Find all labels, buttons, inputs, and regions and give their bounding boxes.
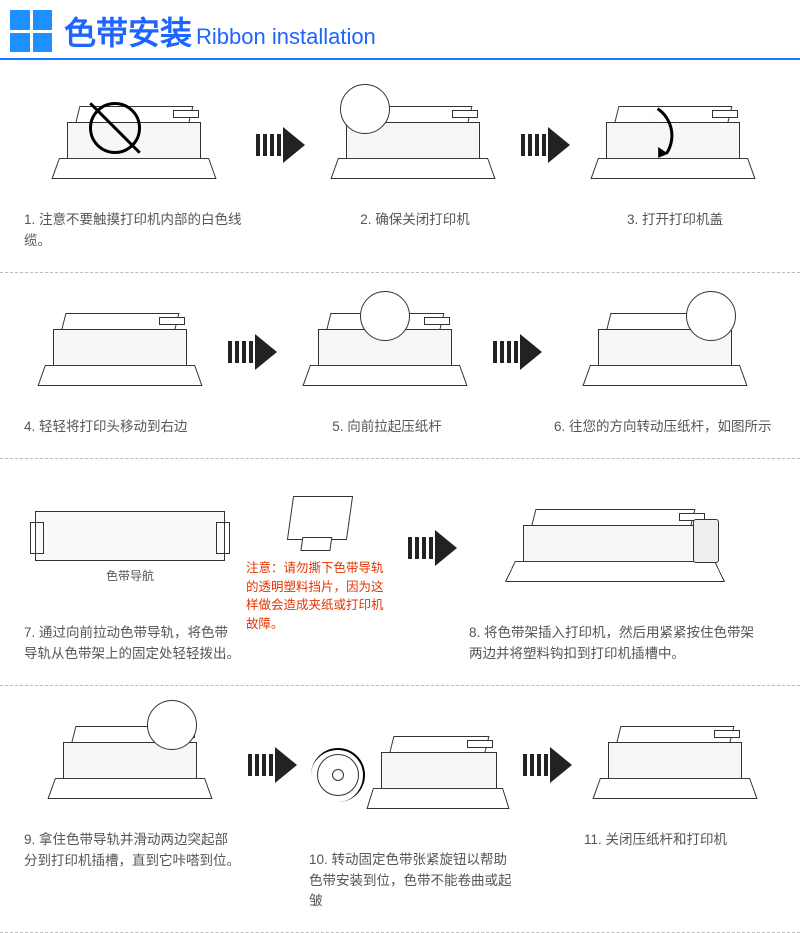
row-4: 9. 拿住色带导轨并滑动两边突起部分到打印机插槽，直到它咔嗒到位。 10. 转动… [0,710,800,933]
step-3-illustration [598,90,748,200]
step-11-caption: 11. 关闭压纸杆和打印机 [580,830,770,851]
step-8-illustration [515,483,715,613]
step-2-caption: 2. 确保关闭打印机 [313,210,513,231]
row-1: 1. 注意不要触摸打印机内部的白色线缆。 2. 确保关闭打印机 3. 打开打印机… [0,90,800,273]
step-4-illustration [45,297,195,407]
step-11-illustration [600,710,750,820]
step-4-caption: 4. 轻轻将打印头移动到右边 [20,417,220,438]
step-9: 9. 拿住色带导轨并滑动两边突起部分到打印机插槽，直到它咔嗒到位。 [20,710,240,872]
step-7-detail: 注意：请勿撕下色带导轨的透明塑料挡片，因为这样做会造成夹纸或打印机故障。 [240,483,400,634]
step-7-caption: 7. 通过向前拉动色带导轨，将色带导轨从色带架上的固定处轻轻拨出。 [20,623,240,665]
arrow [240,710,305,820]
arrow [515,710,580,820]
step-5-illustration [310,297,460,407]
step-9-caption: 9. 拿住色带导轨并滑动两边突起部分到打印机插槽，直到它咔嗒到位。 [20,830,240,872]
arrow [485,297,550,407]
detail-circle-icon [360,291,410,341]
step-7: 色带导航 7. 通过向前拉动色带导轨，将色带导轨从色带架上的固定处轻轻拨出。 [20,483,240,665]
row-2: 4. 轻轻将打印头移动到右边 5. 向前拉起压纸杆 6. 往您的方向转动压纸杆，… [0,297,800,459]
row-3: 色带导航 7. 通过向前拉动色带导轨，将色带导轨从色带架上的固定处轻轻拨出。 注… [0,483,800,686]
hand-icon [693,519,719,563]
step-3-caption: 3. 打开打印机盖 [578,210,768,231]
arrow [400,483,465,613]
step-4: 4. 轻轻将打印头移动到右边 [20,297,220,438]
prohibit-icon [89,102,141,154]
step-3: 3. 打开打印机盖 [578,90,768,231]
step-5: 5. 向前拉起压纸杆 [285,297,485,438]
step-2-illustration [338,90,488,200]
step-1-caption: 1. 注意不要触摸打印机内部的白色线缆。 [20,210,248,252]
step-8-caption: 8. 将色带架插入打印机，然后用紧紧按住色带架两边并将塑料钩扣到打印机插槽中。 [465,623,765,665]
rotate-arrow-icon [311,748,365,802]
step-5-caption: 5. 向前拉起压纸杆 [285,417,485,438]
step-2: 2. 确保关闭打印机 [313,90,513,231]
step-7-illustration: 色带导航 [35,483,225,613]
step-6-caption: 6. 往您的方向转动压纸杆，如图所示 [550,417,780,438]
detail-circle-icon [686,291,736,341]
title-cn: 色带安装 [64,8,192,54]
step-11: 11. 关闭压纸杆和打印机 [580,710,770,851]
warning-note: 注意：请勿撕下色带导轨的透明塑料挡片，因为这样做会造成夹纸或打印机故障。 [246,559,394,634]
section-header: 色带安装 Ribbon installation [0,0,800,60]
arrow [513,90,578,200]
step-6-illustration [590,297,740,407]
step-10-illustration [317,710,503,840]
step-1-illustration [59,90,209,200]
step-8: 8. 将色带架插入打印机，然后用紧紧按住色带架两边并将塑料钩扣到打印机插槽中。 [465,483,765,665]
step-9-illustration [55,710,205,820]
step-10: 10. 转动固定色带张紧旋钮以帮助色带安装到位，色带不能卷曲或起皱 [305,710,515,913]
arrow [220,297,285,407]
step-10-caption: 10. 转动固定色带张紧旋钮以帮助色带安装到位，色带不能卷曲或起皱 [305,850,515,913]
grid-icon [10,10,52,52]
title-en: Ribbon installation [196,24,376,54]
arrow [248,90,313,200]
step-6: 6. 往您的方向转动压纸杆，如图所示 [550,297,780,438]
detail-circle-icon [147,700,197,750]
step-1: 1. 注意不要触摸打印机内部的白色线缆。 [20,90,248,252]
ribbon-guide-label: 色带导航 [106,567,154,584]
detail-circle-icon [340,84,390,134]
